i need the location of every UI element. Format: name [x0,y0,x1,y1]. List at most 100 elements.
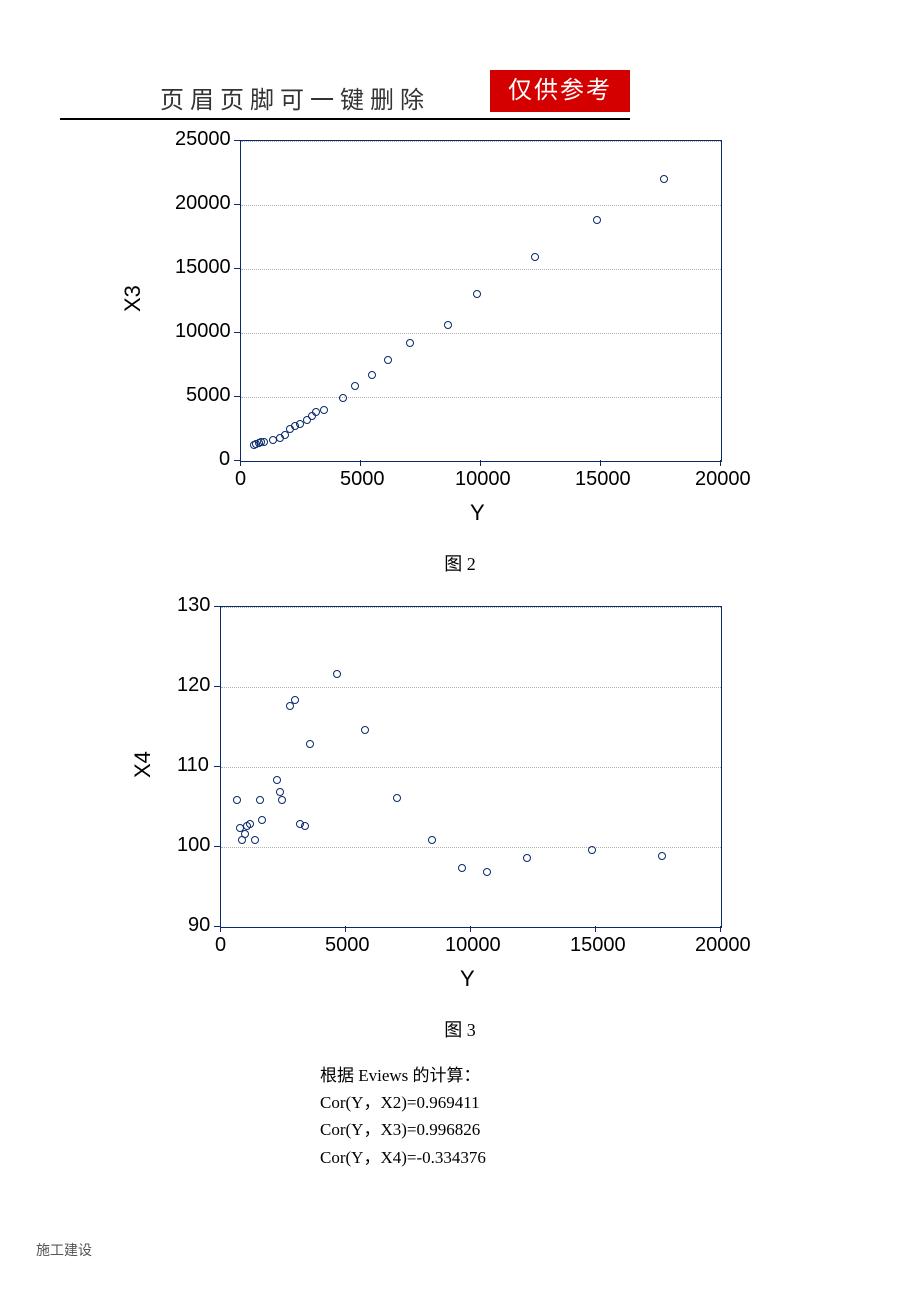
scatter-point [320,406,328,414]
scatter-point [351,382,359,390]
grid-line [241,269,721,270]
scatter-point [260,438,268,446]
scatter-point [333,670,341,678]
y-tick [234,396,240,397]
scatter-point [256,796,264,804]
y-tick [234,140,240,141]
scatter-point [301,822,309,830]
x-tick [220,926,221,932]
chart-2-caption: 图 3 [0,1016,920,1042]
body-line-1: 根据 Eviews 的计算： [320,1062,920,1089]
y-tick [214,606,220,607]
grid-line [221,687,721,688]
grid-line [221,847,721,848]
footer-text: 施工建设 [36,1240,92,1260]
scatter-point [361,726,369,734]
scatter-point [384,356,392,364]
scatter-point [393,794,401,802]
body-line-4: Cor(Y，X4)=-0.334376 [320,1144,920,1171]
scatter-point [291,696,299,704]
scatter-point [276,788,284,796]
y-tick-label: 25000 [175,128,231,151]
y-tick-label: 130 [177,594,210,617]
scatter-point [593,216,601,224]
y-tick-label: 110 [177,754,209,777]
y-axis-title: X3 [120,285,146,312]
scatter-point [588,846,596,854]
header-rule [60,118,630,120]
y-tick-label: 120 [177,674,210,697]
chart-1-caption: 图 2 [0,550,920,576]
y-tick-label: 10000 [175,320,231,343]
x-tick-label: 10000 [445,934,501,957]
x-tick-label: 20000 [695,934,751,957]
grid-line [221,607,721,608]
scatter-point [241,830,249,838]
x-tick [720,926,721,932]
y-tick-label: 0 [219,448,230,471]
x-axis-title: Y [460,966,475,992]
x-tick [600,460,601,466]
scatter-point [368,371,376,379]
grid-line [221,767,721,768]
x-tick [480,460,481,466]
y-tick-label: 15000 [175,256,231,279]
y-tick-label: 90 [188,914,210,937]
scatter-point [444,321,452,329]
grid-line [241,205,721,206]
plot-area [220,606,722,928]
x-tick-label: 15000 [570,934,626,957]
x-tick-label: 5000 [325,934,370,957]
x-tick-label: 20000 [695,468,751,491]
x-tick [470,926,471,932]
scatter-point [251,836,259,844]
scatter-point [658,852,666,860]
scatter-point [258,816,266,824]
x-tick [345,926,346,932]
body-line-2: Cor(Y，X2)=0.969411 [320,1089,920,1116]
scatter-point [278,796,286,804]
header-text: 页眉页脚可一键删除 [160,80,430,115]
y-tick [214,686,220,687]
chart-2: 9010011012013005000100001500020000YX4 [60,606,920,1006]
y-tick [234,268,240,269]
plot-area [240,140,722,462]
x-tick-label: 0 [235,468,246,491]
scatter-point [339,394,347,402]
x-tick [240,460,241,466]
scatter-point [660,175,668,183]
scatter-point [273,776,281,784]
x-axis-title: Y [470,500,485,526]
scatter-point [406,339,414,347]
document-page: 页眉页脚可一键删除 仅供参考 0 5000 10000 15000 20000 25000… [0,0,920,1231]
y-tick-label: 5000 [186,384,231,407]
y-tick [214,766,220,767]
scatter-point [306,740,314,748]
x-tick-label: 5000 [340,468,385,491]
scatter-point [473,290,481,298]
x-tick-label: 0 [215,934,226,957]
x-tick-label: 15000 [575,468,631,491]
scatter-point [483,868,491,876]
scatter-point [233,796,241,804]
x-tick [595,926,596,932]
grid-line [241,397,721,398]
y-axis-title: X4 [130,751,156,778]
scatter-point [428,836,436,844]
x-tick [360,460,361,466]
header-badge: 仅供参考 [490,70,630,112]
grid-line [241,141,721,142]
body-line-3: Cor(Y，X3)=0.996826 [320,1116,920,1143]
y-tick [234,332,240,333]
y-tick [234,204,240,205]
y-tick [214,846,220,847]
x-tick [720,460,721,466]
chart-1: 0500010000150002000025000050001000015000… [60,140,920,540]
x-tick-label: 10000 [455,468,511,491]
scatter-point [523,854,531,862]
grid-line [241,333,721,334]
scatter-point [458,864,466,872]
body-text-block: 根据 Eviews 的计算： Cor(Y，X2)=0.969411 Cor(Y，… [320,1062,920,1171]
y-tick-label: 20000 [175,192,231,215]
scatter-point [531,253,539,261]
